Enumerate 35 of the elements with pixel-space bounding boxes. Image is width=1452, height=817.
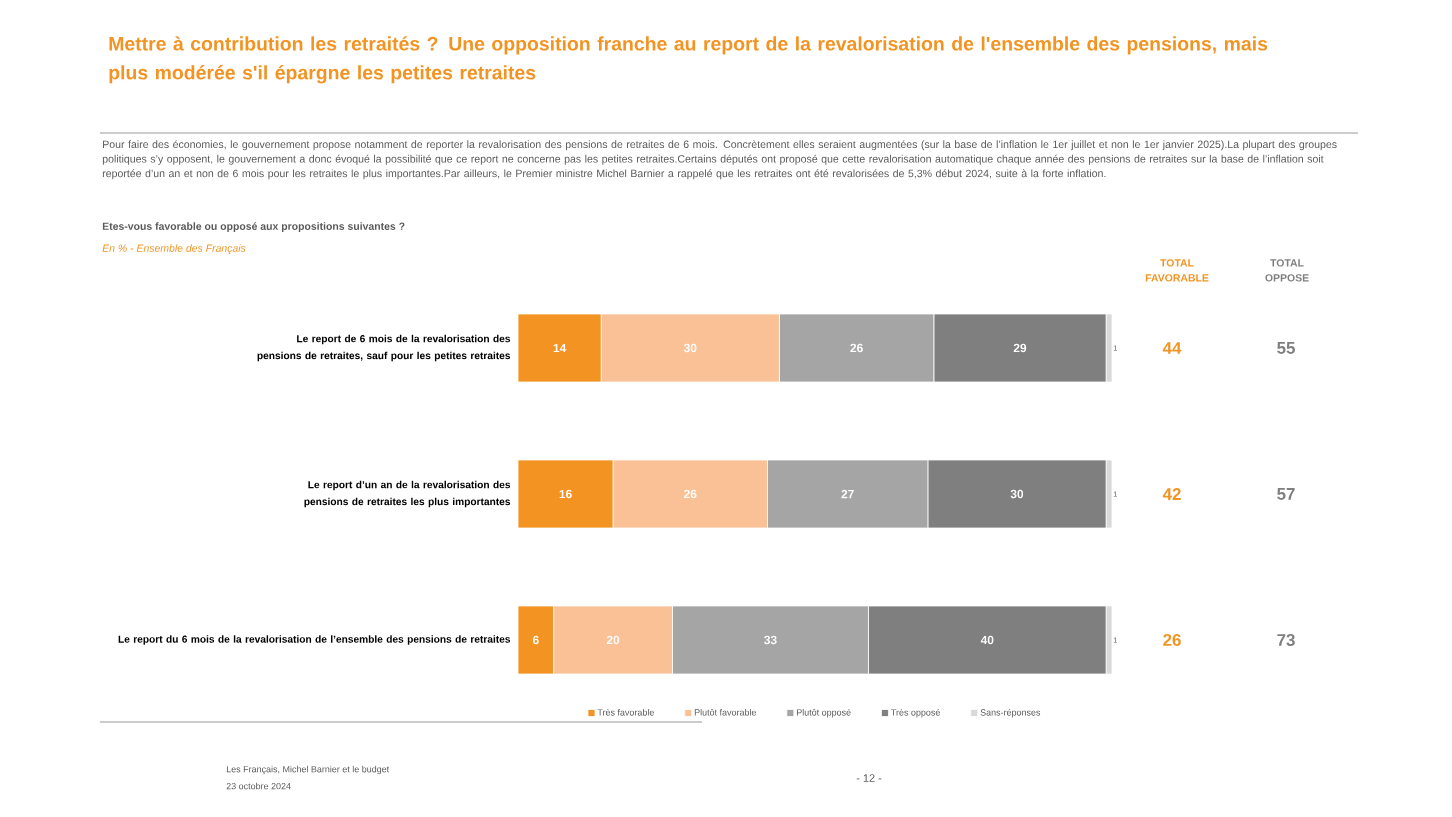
text: Etes-vous favorable ou opposé aux propositions suivantes ? — [102, 222, 405, 233]
data-label: 33 — [764, 635, 777, 645]
text: 55 — [1277, 342, 1295, 354]
y-tick-label: Le report de 6 mois de la revalorisation des pensions de retraites, sauf pour les petites retraites — [257, 334, 511, 362]
text: TOTAL OPPOSE — [1265, 259, 1309, 282]
legend-label: Plutôt favorable — [694, 708, 757, 716]
data-label: 26 — [850, 343, 863, 353]
text: 23 octobre 2024 — [226, 782, 291, 790]
text: 42 — [1162, 488, 1181, 500]
data-label: 14 — [553, 343, 567, 353]
legend-label: Plutôt opposé — [796, 708, 851, 718]
data-label: 29 — [1013, 343, 1027, 353]
data-label: 20 — [606, 635, 620, 645]
text: - 12 - — [856, 774, 882, 782]
chart-title: Mettre à contribution les retraités ? Une opposition franche au report de la revalorisation de l'ensemble des pensions, mais plus modérée s'il épargne les petites retraites — [109, 36, 1268, 84]
legend-label: Très opposé — [891, 708, 940, 718]
text: 57 — [1277, 488, 1295, 500]
data-label: 40 — [980, 635, 994, 645]
legend-label: Très favorable — [597, 708, 654, 716]
text: TOTAL FAVORABLE — [1145, 259, 1209, 282]
data-label: 16 — [559, 489, 572, 499]
legend-label: Sans-réponses — [980, 708, 1041, 718]
data-label: 6 — [532, 635, 539, 645]
text: 44 — [1162, 342, 1182, 354]
text: 26 — [1163, 634, 1181, 646]
chart-subtitle: Pour faire des économies, le gouvernement propose notamment de reporter la revalorisation des pensions de retraites de 6 mois. Concrètement elles seraient augmentées (sur la base de l’inflation le 1er juillet et non le 1er janvier 2025).La plupart des groupes politiques s’y opposent, le gouvernement a donc évoqué la possibilité que ce report ne concerne pas les petites retraites.Certains députés ont proposé que cette revalorisation automatique chaque année des pensions de retraites sur la base de l’inflation soit reportée d’un an et non de 6 mois pour les retraites le plus importantes.Par ailleurs, le Premier ministre Michel Barnier a rappelé que les retraites ont été revalorisées de 5,3% début 2024, suite à la forte inflation. — [102, 140, 1337, 180]
data-label: 26 — [684, 489, 697, 499]
y-tick-label: Le report du 6 mois de la revalorisation de l’ensemble des pensions de retraites — [118, 635, 511, 645]
data-label: 27 — [841, 489, 854, 499]
data-label: 30 — [1010, 489, 1024, 499]
text: Les Français, Michel Barnier et le budget — [226, 765, 390, 775]
data-label: 30 — [683, 343, 697, 353]
text: En % - Ensemble des Français — [102, 244, 246, 254]
y-tick-label: Le report d’un an de la revalorisation des pensions de retraites les plus importantes — [304, 480, 511, 508]
text: 73 — [1277, 633, 1295, 646]
